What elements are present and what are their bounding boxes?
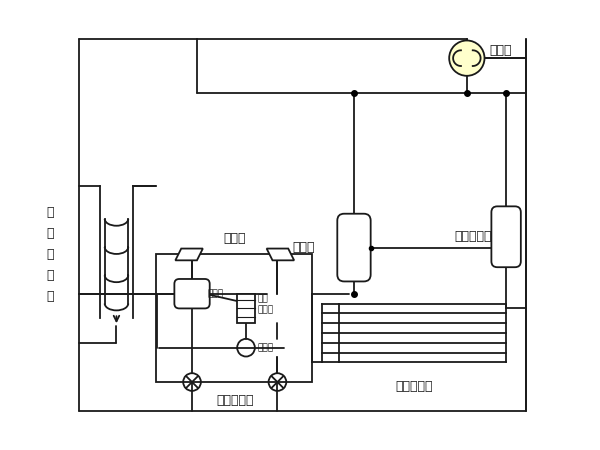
FancyBboxPatch shape xyxy=(175,279,210,308)
Text: 热力膨胀阀: 热力膨胀阀 xyxy=(216,394,253,407)
Text: 压缩机: 压缩机 xyxy=(292,241,315,254)
Text: 单向阀: 单向阀 xyxy=(223,232,246,245)
Text: 储液罐: 储液罐 xyxy=(208,289,224,298)
Text: 干燥
过滤器: 干燥 过滤器 xyxy=(258,295,274,314)
FancyBboxPatch shape xyxy=(491,207,521,267)
Text: 风侧换热器: 风侧换热器 xyxy=(395,380,433,393)
Circle shape xyxy=(449,40,485,76)
Text: 水
侧
换
热
器: 水 侧 换 热 器 xyxy=(46,206,53,303)
Polygon shape xyxy=(175,248,203,261)
Text: 视液镜: 视液镜 xyxy=(258,343,274,352)
FancyBboxPatch shape xyxy=(337,214,371,281)
Bar xyxy=(156,254,312,382)
Bar xyxy=(237,294,255,323)
Polygon shape xyxy=(266,248,294,261)
Text: 四通阀: 四通阀 xyxy=(490,44,512,57)
Text: 气液分离器: 气液分离器 xyxy=(454,230,491,243)
